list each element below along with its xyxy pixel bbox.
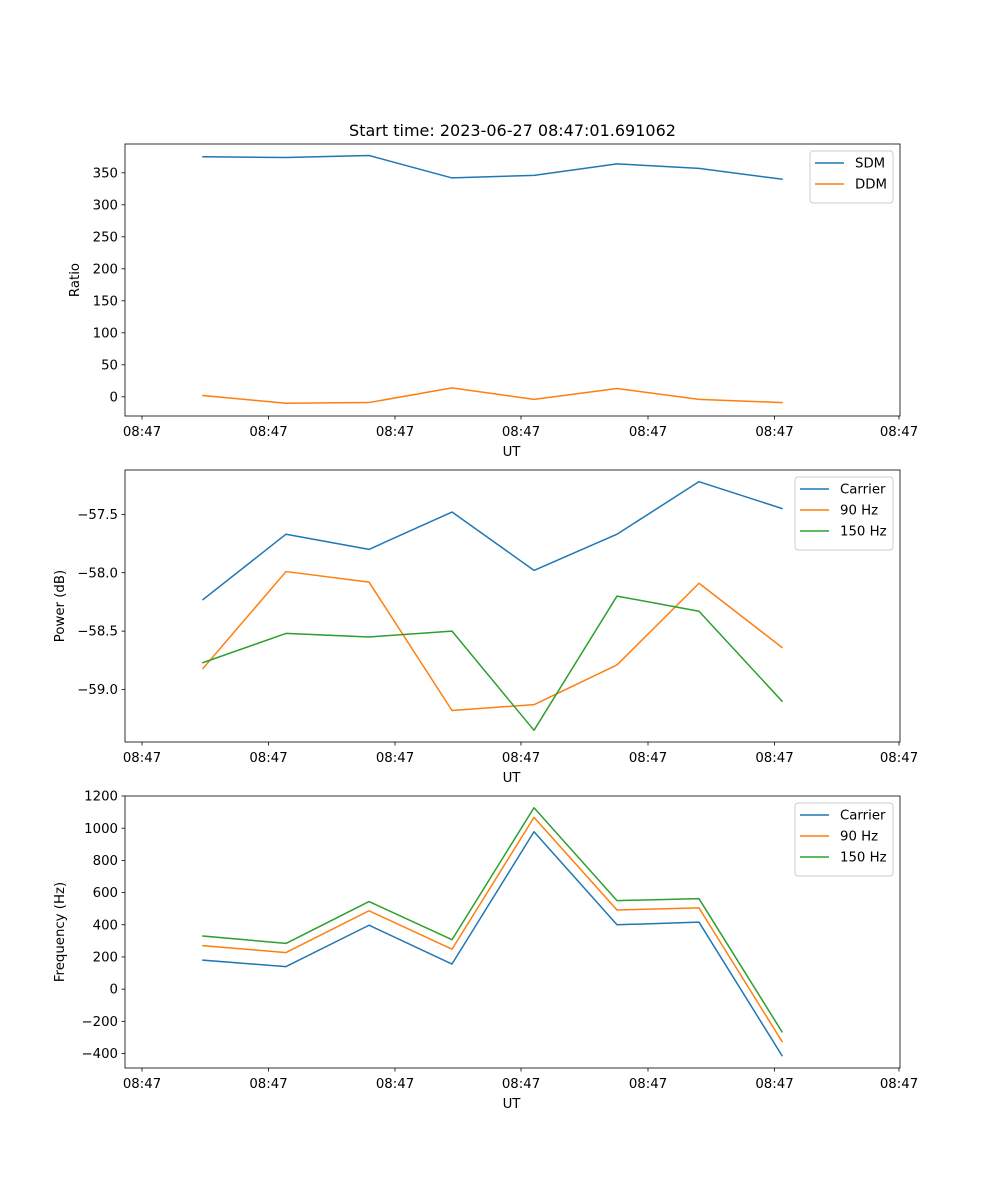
y-tick-label: 100: [93, 326, 118, 341]
legend-box: [809, 150, 894, 204]
legend-entry: 90 Hz: [840, 830, 878, 845]
y-tick-label: 0: [110, 983, 118, 998]
y-tick-label: 200: [93, 951, 118, 966]
x-axis-label: UT: [503, 1097, 522, 1112]
x-tick-label: 08:47: [376, 751, 414, 766]
y-tick-label: 800: [93, 854, 118, 869]
y-axis-label: Power (dB): [53, 570, 68, 642]
y-tick-label: 1200: [84, 790, 118, 805]
series-line-150-hz: [202, 595, 784, 732]
legend-entry: 150 Hz: [840, 851, 887, 866]
legend: Carrier 90 Hz 150 Hz: [794, 476, 894, 551]
y-axis-label: Frequency (Hz): [53, 882, 68, 982]
x-tick-label: 08:47: [502, 1077, 540, 1092]
series-line-carrier: [202, 830, 784, 1057]
y-tick-label: −59.0: [77, 683, 118, 698]
x-tick-label: 08:47: [123, 425, 161, 440]
x-tick-label: 08:47: [755, 751, 793, 766]
y-tick-label: 1000: [84, 822, 118, 837]
y-tick-label: 200: [93, 262, 118, 277]
x-axis-label: UT: [503, 445, 522, 460]
y-axis-label: Ratio: [68, 263, 83, 297]
x-tick-label: 08:47: [880, 751, 918, 766]
chart-title: Start time: 2023-06-27 08:47:01.691062: [349, 121, 676, 140]
legend-entry: 150 Hz: [840, 525, 887, 540]
x-tick-label: 08:47: [755, 1077, 793, 1092]
y-tick-label: −57.5: [77, 508, 118, 523]
series-line-carrier: [201, 480, 783, 601]
y-tick-label: 300: [93, 198, 118, 213]
y-tick-label: 600: [93, 886, 118, 901]
x-tick-label: 08:47: [755, 425, 793, 440]
legend-entry: DDM: [855, 178, 887, 193]
axes-frame: [124, 143, 901, 417]
y-tick-label: −200: [81, 1015, 118, 1030]
series-line-90-hz: [202, 816, 784, 1043]
y-tick-label: 50: [101, 358, 118, 373]
x-tick-label: 08:47: [249, 425, 287, 440]
y-tick-label: 150: [93, 294, 118, 309]
legend: SDM DDM: [809, 150, 894, 204]
y-tick-label: 350: [93, 166, 118, 181]
legend-entry: Carrier: [840, 483, 886, 498]
x-tick-label: 08:47: [249, 1077, 287, 1092]
x-tick-label: 08:47: [502, 751, 540, 766]
x-axis-label: UT: [503, 771, 522, 786]
series-line-ddm: [202, 387, 783, 404]
subplot-3: 08:47 08:47 08:47 08:47 08:47 08:47 08:47 −400 −…: [53, 790, 918, 1112]
legend-entry: Carrier: [840, 809, 886, 824]
x-tick-label: 08:47: [880, 425, 918, 440]
x-tick-label: 08:47: [629, 751, 667, 766]
y-tick-label: −58.0: [77, 566, 118, 581]
x-tick-label: 08:47: [376, 425, 414, 440]
y-tick-label: −58.5: [77, 625, 118, 640]
series-line-150-hz: [202, 807, 784, 1033]
x-tick-label: 08:47: [502, 425, 540, 440]
y-tick-label: −400: [81, 1047, 118, 1062]
axes-frame: [124, 795, 901, 1069]
subplot-1: 08:47 08:47 08:47 08:47 08:47 08:47 08:47 0 50 10…: [68, 143, 918, 460]
x-tick-label: 08:47: [629, 425, 667, 440]
x-tick-label: 08:47: [880, 1077, 918, 1092]
legend-entry: SDM: [855, 157, 885, 172]
x-tick-label: 08:47: [123, 751, 161, 766]
series-line-90-hz: [201, 570, 784, 712]
legend: Carrier 90 Hz 150 Hz: [794, 802, 894, 877]
series-line-sdm: [202, 154, 783, 181]
subplot-2: 08:47 08:47 08:47 08:47 08:47 08:47 08:47 −59.0…: [53, 469, 918, 786]
x-tick-label: 08:47: [249, 751, 287, 766]
panels: 08:47 08:47 08:47 08:47 08:47 08:47 08:47 0 50 10…: [53, 143, 918, 1112]
y-tick-label: 0: [110, 390, 118, 405]
x-tick-label: 08:47: [376, 1077, 414, 1092]
x-tick-label: 08:47: [629, 1077, 667, 1092]
y-tick-label: 250: [93, 230, 118, 245]
axes-frame: [124, 469, 901, 743]
legend-entry: 90 Hz: [840, 504, 878, 519]
y-tick-label: 400: [93, 918, 118, 933]
x-tick-label: 08:47: [123, 1077, 161, 1092]
